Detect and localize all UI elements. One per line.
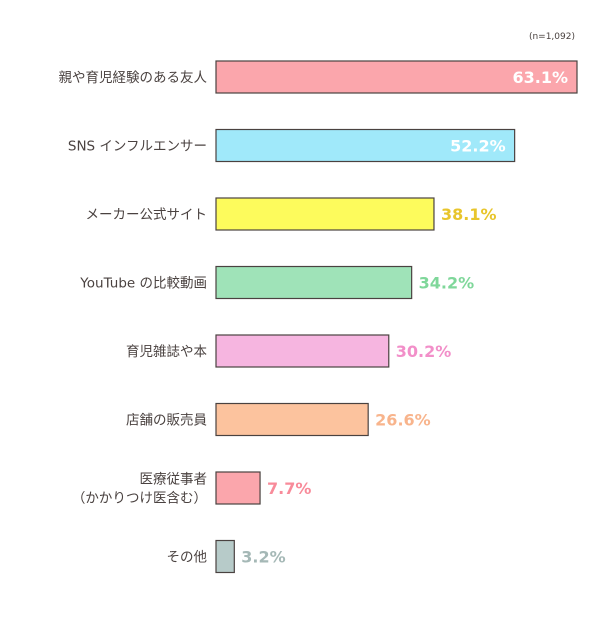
- bar: [215, 334, 390, 368]
- value-label: 38.1%: [441, 205, 497, 224]
- category-label: YouTube の比較動画: [79, 276, 207, 292]
- category-label: その他: [167, 550, 208, 566]
- bar: [215, 539, 235, 574]
- value-label: 63.1%: [512, 68, 568, 87]
- value-label: 34.2%: [419, 274, 475, 293]
- value-label: 26.6%: [375, 411, 431, 430]
- value-labels-group: 63.1% 52.2% 38.1% 34.2% 30.2% 26.6% 7.7% 3.2%: [241, 68, 568, 567]
- value-label: 3.2%: [241, 548, 285, 567]
- category-label: 育児雑誌や本: [126, 344, 207, 360]
- category-label: SNS インフルエンサー: [68, 139, 207, 155]
- bar: [215, 197, 435, 231]
- category-label: メーカー公式サイト: [86, 207, 208, 223]
- bars-group: [215, 60, 578, 574]
- bar: [215, 60, 578, 94]
- bar: [215, 402, 369, 437]
- category-label: 医療従事者: [140, 471, 208, 488]
- sample-size-note: (n=1,092): [529, 32, 575, 42]
- value-label: 7.7%: [267, 479, 311, 498]
- value-label: 52.2%: [450, 137, 506, 156]
- bar: [215, 471, 261, 505]
- category-label: （かかりつけ医含む）: [72, 491, 207, 507]
- value-label: 30.2%: [396, 342, 452, 361]
- category-label: 店舗の販売員: [126, 413, 207, 429]
- category-label: 親や育児経験のある友人: [59, 70, 208, 86]
- bar: [215, 265, 413, 300]
- bar: [215, 128, 516, 163]
